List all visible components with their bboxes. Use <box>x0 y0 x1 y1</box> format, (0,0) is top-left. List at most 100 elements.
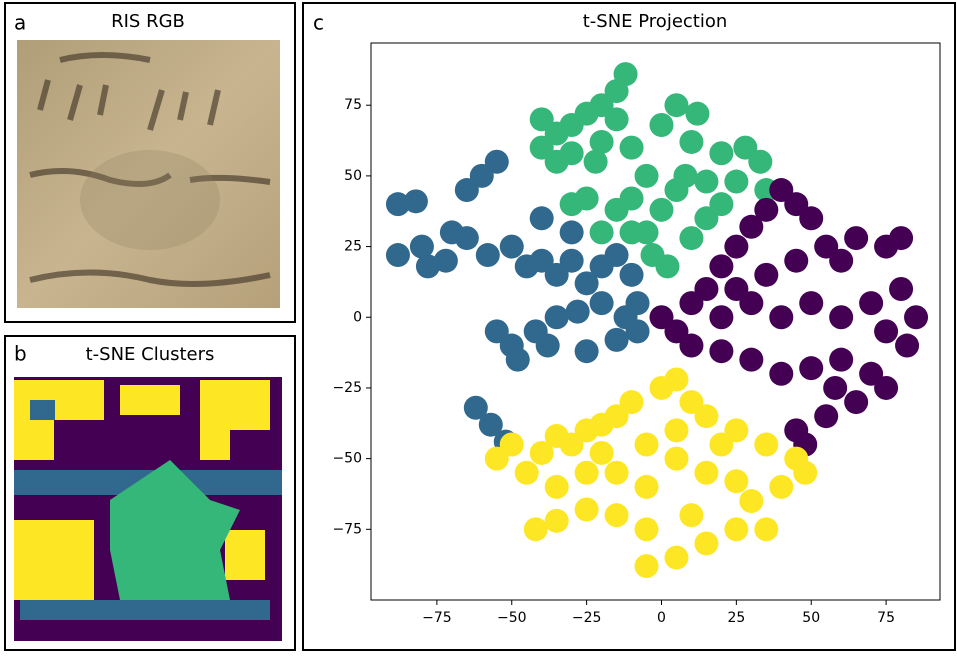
point <box>604 327 629 352</box>
panel-title: RIS RGB <box>111 11 185 32</box>
point <box>625 319 650 344</box>
point <box>709 305 734 330</box>
point <box>709 432 734 457</box>
point <box>709 141 734 166</box>
point <box>439 220 464 245</box>
y-tick-label: −25 <box>332 380 362 396</box>
point <box>529 206 554 231</box>
chart-title: t-SNE Projection <box>583 11 728 32</box>
point <box>544 508 569 533</box>
point <box>784 192 809 217</box>
point <box>799 291 824 316</box>
point <box>784 248 809 273</box>
point <box>499 234 524 259</box>
point <box>385 243 410 268</box>
point <box>499 432 524 457</box>
point <box>859 361 884 386</box>
point <box>634 163 659 188</box>
point <box>589 291 614 316</box>
panel-frame <box>4 335 296 651</box>
point <box>604 503 629 528</box>
point <box>904 305 929 330</box>
point <box>649 112 674 137</box>
point <box>859 291 884 316</box>
x-tick-label: −25 <box>572 610 602 626</box>
point <box>754 517 779 542</box>
point <box>844 226 869 251</box>
point <box>559 220 584 245</box>
point <box>673 163 698 188</box>
point <box>583 149 608 174</box>
panel-letter: a <box>14 11 26 35</box>
point <box>469 163 494 188</box>
point <box>604 243 629 268</box>
point <box>544 474 569 499</box>
point <box>829 347 854 372</box>
point <box>454 178 479 203</box>
point <box>724 234 749 259</box>
point <box>535 333 560 358</box>
point <box>574 271 599 296</box>
y-tick-label: 25 <box>344 239 362 255</box>
point <box>565 299 590 324</box>
point <box>769 361 794 386</box>
point <box>514 460 539 485</box>
point <box>574 339 599 364</box>
point <box>403 189 428 214</box>
point <box>634 432 659 457</box>
panel-letter: b <box>14 342 27 366</box>
point <box>739 214 764 239</box>
point <box>889 276 914 301</box>
point <box>664 319 689 344</box>
point <box>613 62 638 87</box>
axes-frame <box>370 42 941 601</box>
point <box>748 149 773 174</box>
point <box>823 375 848 400</box>
point <box>709 192 734 217</box>
point <box>619 135 644 160</box>
point <box>619 390 644 415</box>
point <box>574 460 599 485</box>
point <box>664 93 689 118</box>
point <box>874 319 899 344</box>
point <box>463 395 488 420</box>
y-tick-label: 75 <box>344 97 362 113</box>
point <box>589 129 614 154</box>
point <box>724 469 749 494</box>
point <box>679 129 704 154</box>
point <box>739 291 764 316</box>
panel-frame <box>302 2 956 651</box>
point <box>679 503 704 528</box>
point <box>754 432 779 457</box>
point <box>829 305 854 330</box>
x-tick-label: 0 <box>657 610 666 626</box>
point <box>475 243 500 268</box>
point <box>664 446 689 471</box>
cluster-image <box>14 377 282 641</box>
y-tick-label: 50 <box>344 168 362 184</box>
point <box>814 234 839 259</box>
point <box>664 367 689 392</box>
point <box>589 440 614 465</box>
point <box>544 121 569 146</box>
point <box>799 356 824 381</box>
point <box>484 149 509 174</box>
point <box>739 489 764 514</box>
point <box>829 248 854 273</box>
point <box>478 412 503 437</box>
point <box>754 262 779 287</box>
point <box>754 197 779 222</box>
point <box>589 220 614 245</box>
point <box>709 339 734 364</box>
point <box>505 347 530 372</box>
rgb-image <box>17 40 280 308</box>
point <box>724 276 749 301</box>
point <box>844 390 869 415</box>
point <box>385 192 410 217</box>
point <box>604 197 629 222</box>
point <box>889 226 914 251</box>
point <box>694 169 719 194</box>
point <box>634 474 659 499</box>
point <box>679 390 704 415</box>
